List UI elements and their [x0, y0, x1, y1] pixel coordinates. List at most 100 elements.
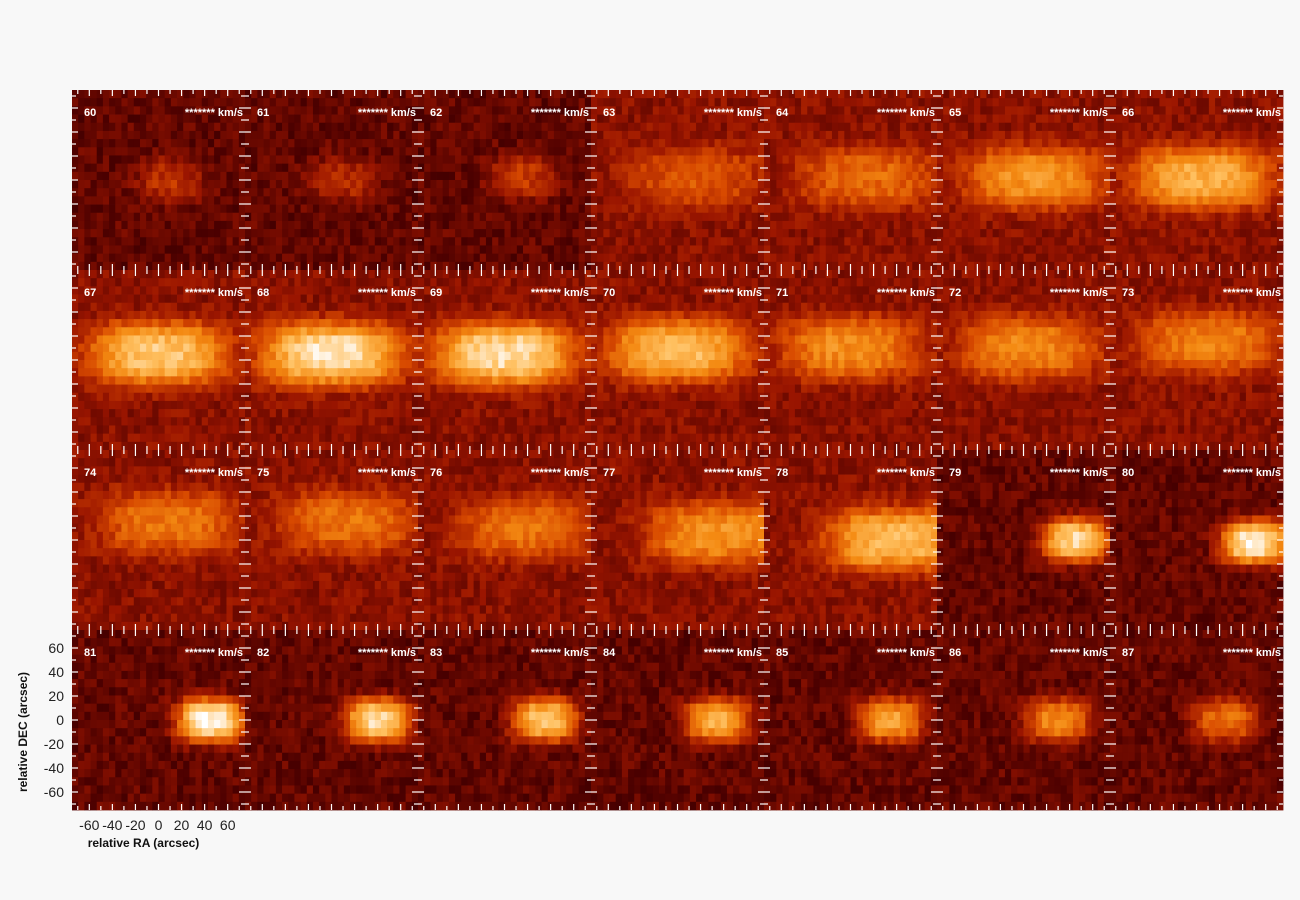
- pixel: [961, 180, 969, 189]
- pixel: [609, 188, 617, 197]
- pixel: [541, 130, 549, 140]
- pixel: [84, 163, 91, 173]
- pixel: [597, 114, 604, 124]
- pixel: [980, 196, 987, 205]
- pixel: [1264, 229, 1272, 238]
- pixel: [1252, 180, 1259, 189]
- pixel: [84, 335, 91, 345]
- pixel: [992, 229, 1000, 238]
- pixel: [838, 163, 845, 173]
- pixel: [368, 253, 376, 263]
- pixel: [788, 180, 796, 189]
- pixel: [578, 171, 586, 181]
- pixel: [337, 163, 345, 173]
- pixel: [1079, 163, 1086, 173]
- pixel: [1215, 147, 1222, 156]
- pixel: [152, 188, 159, 197]
- pixel: [1245, 90, 1253, 99]
- pixel: [245, 212, 252, 222]
- pixel: [90, 261, 98, 271]
- pixel: [733, 130, 740, 140]
- pixel: [257, 204, 264, 214]
- pixel: [226, 139, 234, 148]
- pixel: [628, 106, 635, 115]
- pixel: [1245, 204, 1253, 214]
- pixel: [374, 122, 382, 132]
- pixel: [720, 98, 728, 107]
- pixel: [726, 171, 734, 181]
- pixel: [547, 114, 555, 124]
- pixel: [164, 319, 172, 328]
- pixel: [1029, 180, 1037, 189]
- pixel: [794, 253, 802, 263]
- pixel: [1233, 196, 1241, 205]
- pixel: [819, 245, 827, 255]
- pixel: [1239, 163, 1247, 173]
- pixel: [776, 106, 783, 115]
- pixel: [294, 130, 302, 140]
- pixel: [912, 229, 919, 238]
- pixel: [1270, 114, 1278, 124]
- pixel: [109, 327, 116, 336]
- pixel: [1233, 106, 1241, 115]
- pixel: [831, 212, 839, 222]
- pixel: [1276, 98, 1284, 107]
- pixel: [757, 220, 765, 230]
- pixel: [634, 147, 641, 156]
- pixel: [393, 220, 400, 230]
- pixel: [1184, 98, 1191, 107]
- pixel: [418, 114, 425, 124]
- pixel: [479, 253, 487, 263]
- pixel: [387, 188, 394, 197]
- pixel: [115, 310, 122, 320]
- pixel: [1048, 163, 1055, 173]
- pixel: [356, 204, 363, 214]
- pixel: [115, 106, 122, 115]
- pixel: [967, 163, 975, 173]
- pixel: [924, 229, 932, 238]
- pixel: [399, 180, 407, 189]
- pixel: [937, 229, 944, 238]
- pixel: [257, 253, 264, 263]
- pixel: [566, 122, 573, 132]
- pixel: [1128, 130, 1136, 140]
- pixel: [689, 171, 697, 181]
- pixel: [974, 106, 981, 115]
- pixel: [974, 139, 981, 148]
- pixel: [974, 196, 981, 205]
- pixel: [652, 180, 660, 189]
- pixel: [325, 237, 332, 246]
- pixel: [893, 139, 901, 148]
- pixel: [862, 253, 870, 263]
- pixel: [127, 147, 135, 156]
- pixel: [1017, 180, 1024, 189]
- pixel: [343, 253, 351, 263]
- pixel: [1110, 180, 1117, 189]
- pixel: [634, 163, 641, 173]
- pixel: [177, 130, 184, 140]
- pixel: [90, 270, 98, 279]
- pixel: [504, 180, 512, 189]
- pixel: [121, 237, 129, 246]
- pixel: [245, 98, 252, 107]
- pixel: [1208, 180, 1216, 189]
- pixel: [924, 106, 932, 115]
- pixel: [1202, 147, 1210, 156]
- pixel: [961, 90, 969, 99]
- pixel: [232, 327, 240, 336]
- pixel: [967, 237, 975, 246]
- pixel: [374, 196, 382, 205]
- pixel: [436, 114, 444, 124]
- pixel: [350, 171, 357, 181]
- pixel: [646, 196, 654, 205]
- pixel: [912, 139, 919, 148]
- pixel: [1066, 196, 1074, 205]
- pixel: [1128, 237, 1136, 246]
- pixel: [714, 147, 722, 156]
- pixel: [967, 220, 975, 230]
- pixel: [455, 229, 462, 238]
- pixel: [1239, 147, 1247, 156]
- pixel: [195, 114, 203, 124]
- pixel: [1072, 229, 1080, 238]
- pixel: [584, 98, 592, 107]
